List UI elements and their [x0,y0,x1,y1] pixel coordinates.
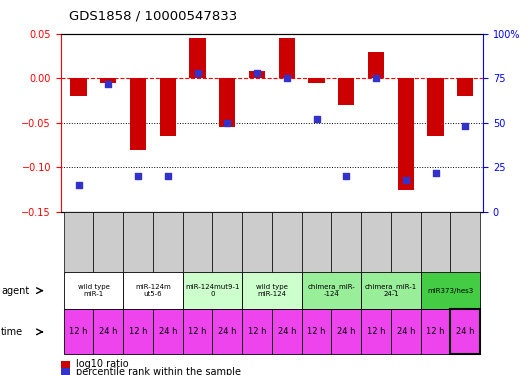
Text: 12 h: 12 h [307,327,326,336]
Text: 12 h: 12 h [69,327,88,336]
Point [372,75,380,81]
Text: 24 h: 24 h [337,327,355,336]
Bar [153,309,183,354]
Text: miR373/hes3: miR373/hes3 [427,288,474,294]
Bar [159,78,176,136]
Text: chimera_miR-
-124: chimera_miR- -124 [307,284,355,297]
Bar [242,309,272,354]
Bar [64,212,93,272]
Bar [183,212,212,272]
Bar [338,78,354,105]
Bar [398,78,414,190]
Bar [361,272,421,309]
Bar [61,368,70,375]
Text: log10 ratio: log10 ratio [76,359,128,369]
Text: 12 h: 12 h [188,327,207,336]
Text: 12 h: 12 h [248,327,266,336]
Bar [421,309,450,354]
Text: chimera_miR-1
24-1: chimera_miR-1 24-1 [365,284,417,297]
Text: 12 h: 12 h [367,327,385,336]
Text: time: time [1,327,23,337]
Point [402,177,410,183]
Bar [93,212,123,272]
Text: 24 h: 24 h [218,327,237,336]
Point [193,70,202,76]
Text: 12 h: 12 h [426,327,445,336]
Point [342,173,351,179]
Bar [279,38,295,78]
Text: miR-124mut9-1
0: miR-124mut9-1 0 [185,284,240,297]
Bar [421,272,480,309]
Bar [272,212,301,272]
Point [313,116,321,122]
Point [164,173,172,179]
Text: 12 h: 12 h [129,327,147,336]
Text: wild type
miR-124: wild type miR-124 [256,284,288,297]
Bar [100,78,117,83]
Bar [301,272,361,309]
Bar [212,212,242,272]
Text: 24 h: 24 h [158,327,177,336]
Bar [457,78,474,96]
Point [134,173,142,179]
Bar [272,309,301,354]
Bar [308,78,325,83]
Bar [64,309,93,354]
Bar [249,71,265,78]
Bar [64,272,123,309]
Bar [190,38,206,78]
Bar [212,309,242,354]
Bar [361,212,391,272]
Text: percentile rank within the sample: percentile rank within the sample [76,367,241,375]
Text: wild type
miR-1: wild type miR-1 [78,284,109,297]
Bar [242,212,272,272]
Bar [450,212,480,272]
Bar [450,309,480,354]
Text: 24 h: 24 h [99,327,118,336]
Bar [123,272,183,309]
Bar [61,361,70,368]
Bar [368,52,384,78]
Text: 24 h: 24 h [397,327,415,336]
Text: miR-124m
ut5-6: miR-124m ut5-6 [135,284,171,297]
Bar [391,212,421,272]
Bar [123,309,153,354]
Text: agent: agent [1,286,30,296]
Point [253,70,261,76]
Bar [332,309,361,354]
Bar [421,212,450,272]
Text: 24 h: 24 h [456,327,475,336]
Bar [70,78,87,96]
Bar [391,309,421,354]
Text: GDS1858 / 10000547833: GDS1858 / 10000547833 [69,9,237,22]
Bar [183,309,212,354]
Point [282,75,291,81]
Bar [183,272,242,309]
Bar [242,272,301,309]
Point [223,120,231,126]
Point [431,170,440,176]
Point [74,182,83,188]
Bar [301,309,332,354]
Bar [123,212,153,272]
Point [104,81,112,87]
Bar [361,309,391,354]
Bar [93,309,123,354]
Bar [427,78,444,136]
Bar [130,78,146,150]
Bar [153,212,183,272]
Bar [219,78,235,127]
Point [461,123,469,129]
Bar [301,212,332,272]
Text: 24 h: 24 h [278,327,296,336]
Bar [332,212,361,272]
